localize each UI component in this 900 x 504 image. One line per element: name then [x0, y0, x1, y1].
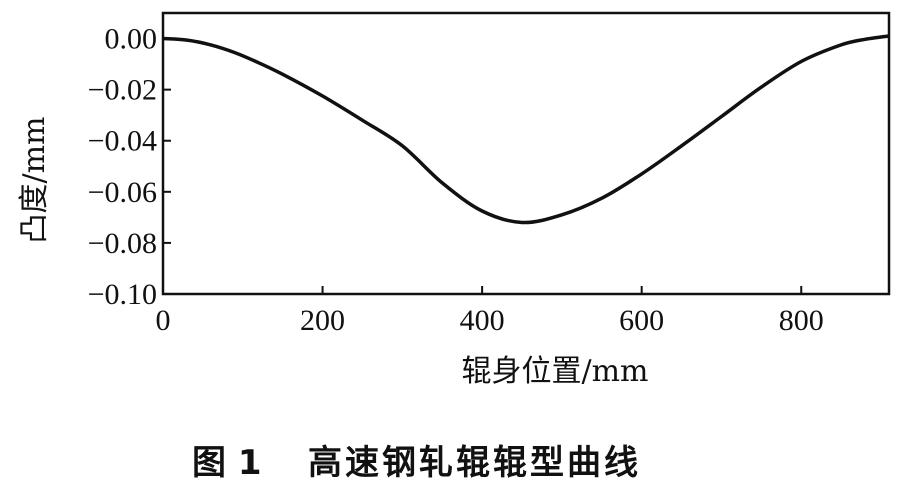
y-axis-title: 凸度/mm: [17, 116, 52, 243]
x-axis-title: 辊身位置/mm: [461, 354, 648, 389]
plot-line-group: [162, 34, 890, 225]
x-tick-label: 0: [156, 304, 171, 337]
figure-caption-text: 高速钢轧辊辊型曲线: [308, 443, 641, 483]
x-tick-label: 600: [619, 304, 664, 337]
x-tick-label: 400: [460, 304, 505, 337]
x-axis-ticks: 0 200 400 600 800: [156, 286, 824, 337]
y-axis-ticks: 0.00 −0.02 −0.04 −0.06 −0.08 −0.10: [88, 23, 171, 311]
y-tick-label: −0.10: [88, 278, 157, 311]
figure-caption-label: 图 1: [192, 443, 262, 483]
plot-frame: [161, 11, 891, 296]
y-tick-label: −0.04: [88, 125, 157, 158]
y-tick-label: −0.02: [88, 74, 157, 107]
series-line: [162, 34, 890, 225]
y-tick-label: −0.06: [88, 176, 157, 209]
y-tick-label: −0.08: [88, 227, 157, 260]
x-tick-label: 200: [300, 304, 345, 337]
y-tick-label: 0.00: [105, 23, 158, 56]
x-tick-label: 800: [779, 304, 824, 337]
